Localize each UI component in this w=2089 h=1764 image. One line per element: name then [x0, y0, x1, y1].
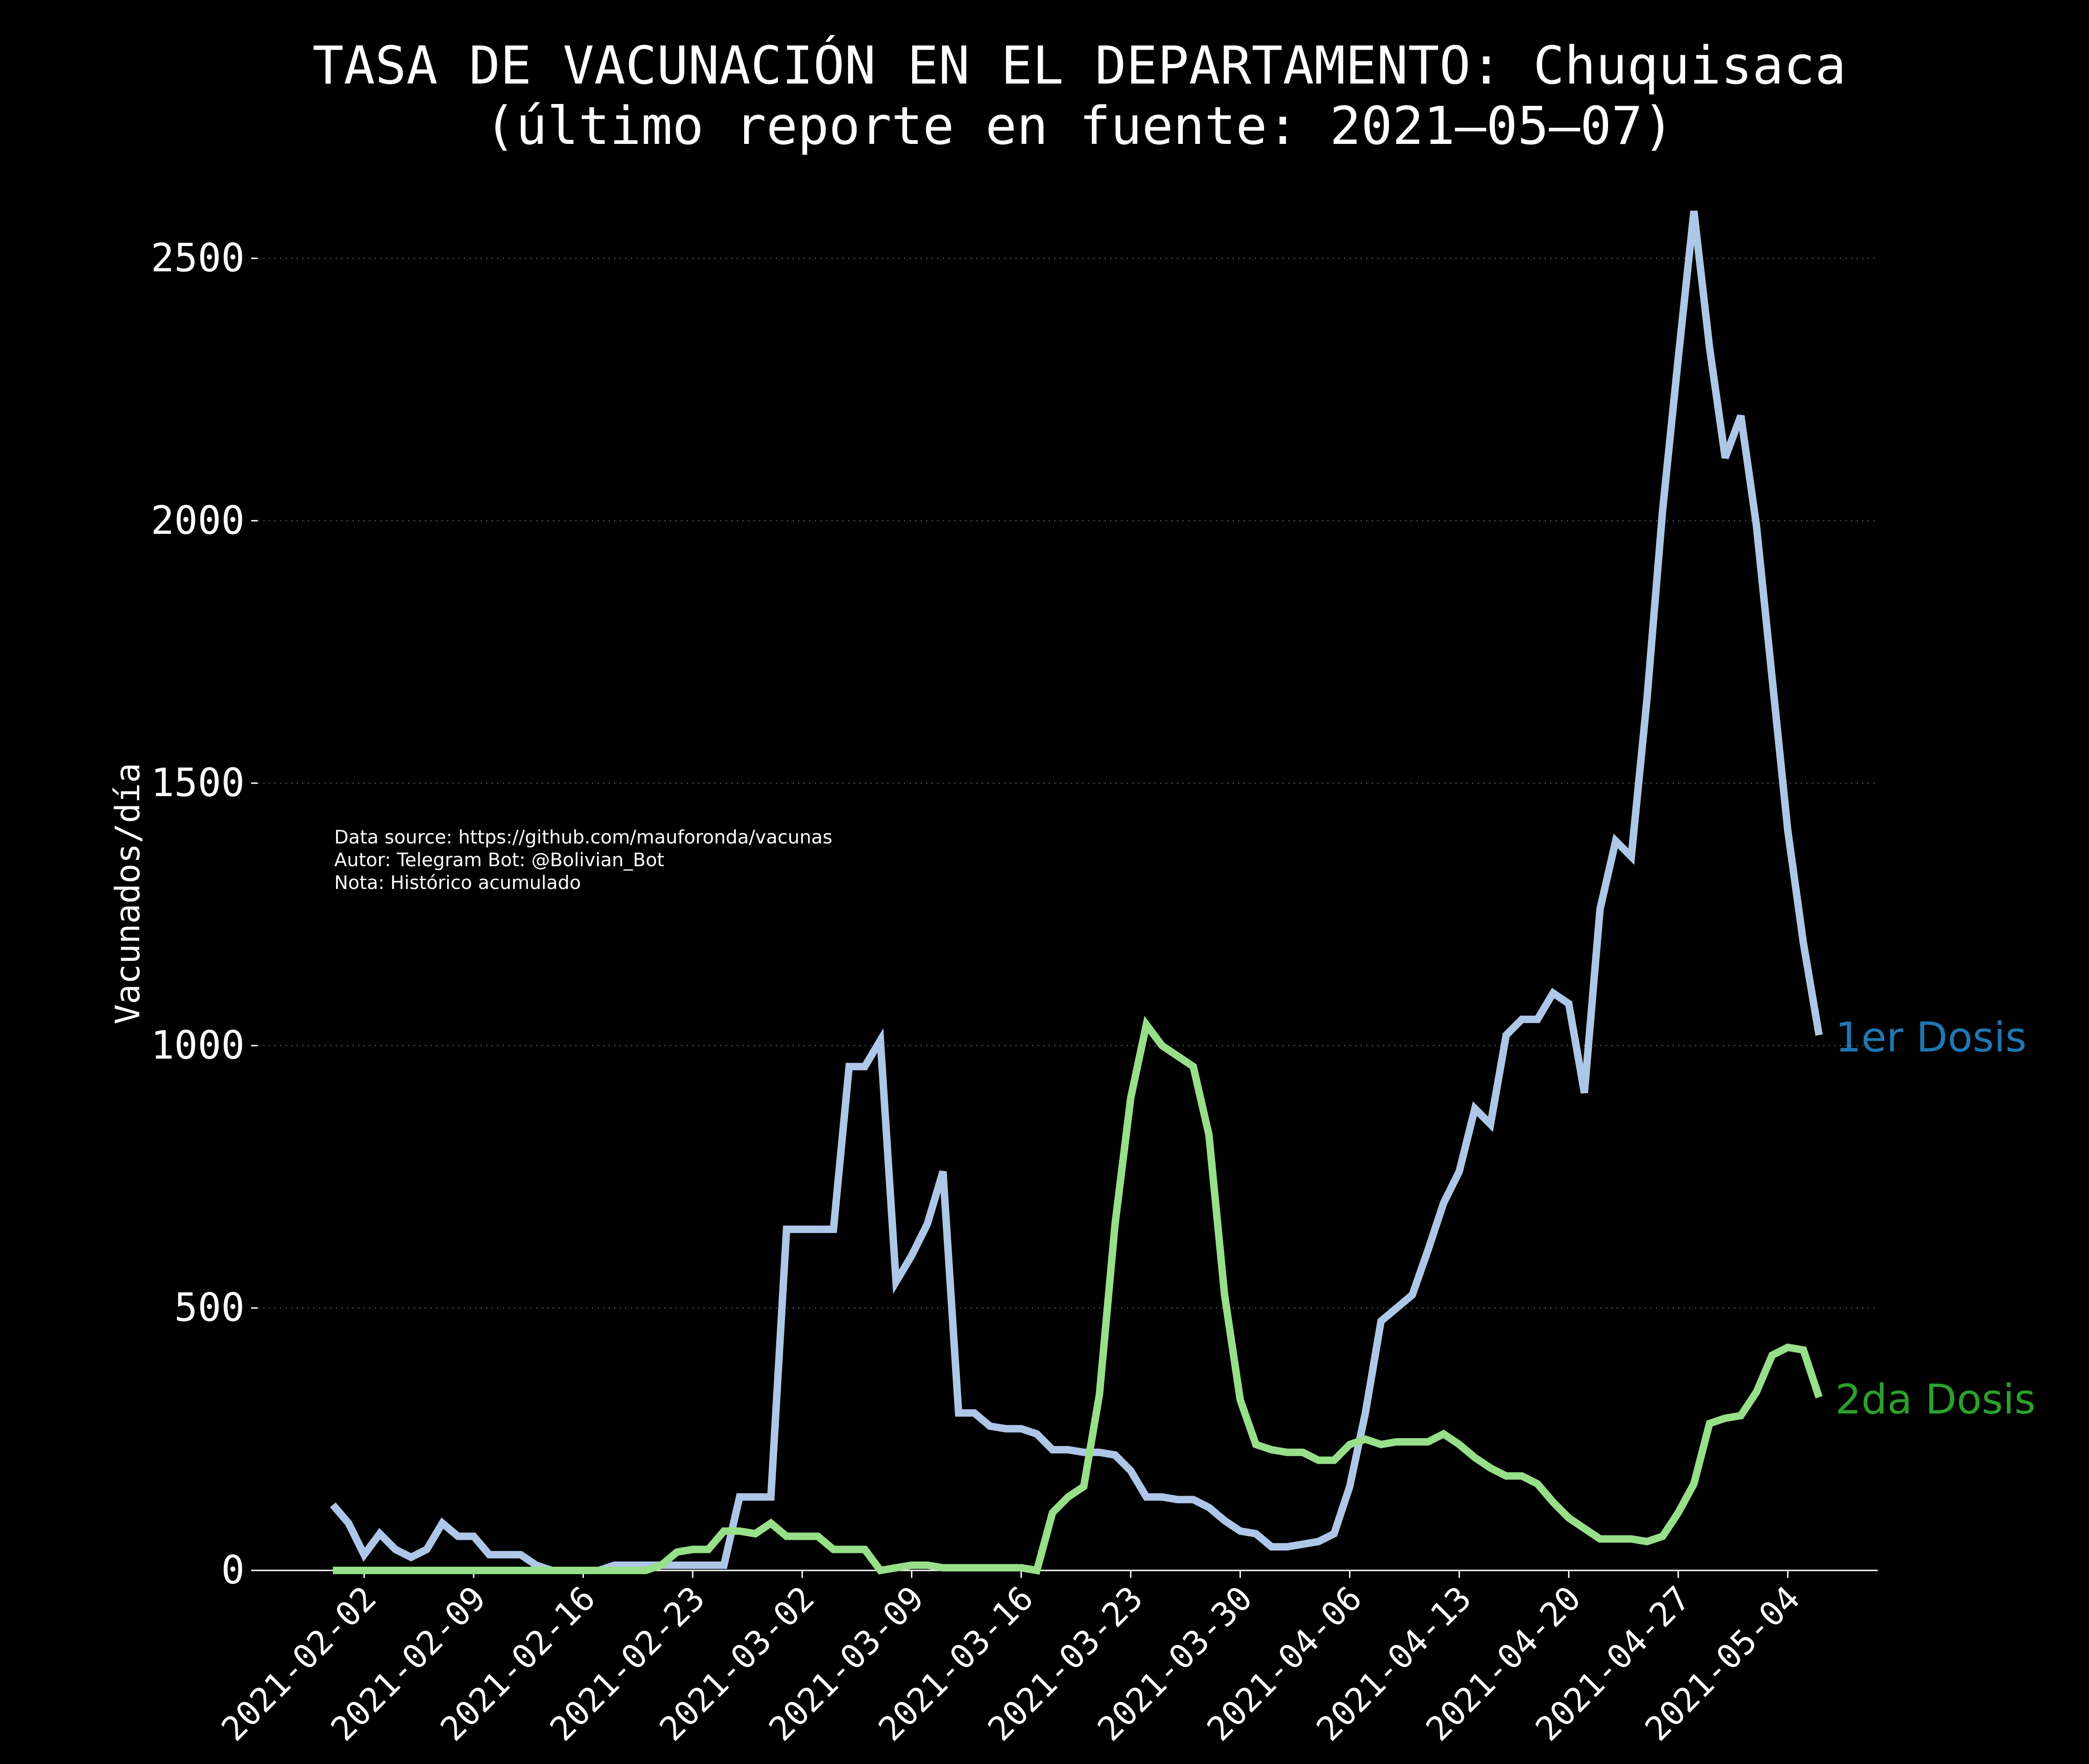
y-axis-label: Vacunados/día — [108, 763, 147, 1025]
chart-subtitle: (último reporte en fuente: 2021–05–07) — [485, 96, 1674, 156]
y-tick-label: 1500 — [151, 760, 245, 805]
y-tick-label: 2000 — [151, 498, 245, 543]
series-lines — [330, 210, 1823, 1575]
series-label: 2da Dosis — [1836, 1375, 2036, 1423]
annotation-line: Autor: Telegram Bot: @Bolivian_Bot — [334, 850, 664, 871]
series-line — [333, 1016, 1823, 1575]
source-annotation: Data source: https://github.com/mauforon… — [334, 827, 832, 894]
chart-title: TASA DE VACUNACIÓN EN EL DEPARTAMENTO: C… — [312, 35, 1846, 96]
y-tick-label: 1000 — [151, 1022, 245, 1068]
annotation-line: Nota: Histórico acumulado — [334, 872, 581, 894]
y-tick-label: 2500 — [151, 235, 245, 281]
series-label: 1er Dosis — [1836, 1013, 2027, 1061]
annotation-line: Data source: https://github.com/mauforon… — [334, 827, 832, 848]
series-labels: 1er Dosis 2da Dosis — [1836, 1013, 2036, 1423]
y-tick-label: 500 — [174, 1285, 245, 1330]
y-tick-label: 0 — [221, 1547, 245, 1593]
